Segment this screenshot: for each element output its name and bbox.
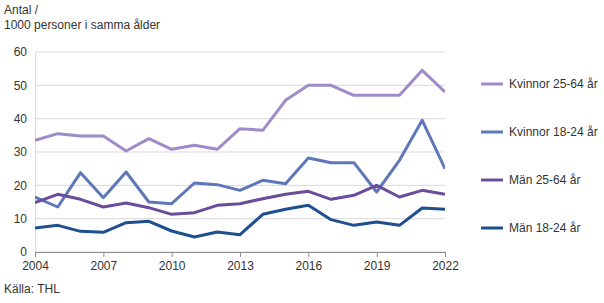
x-tick-label: 2010 <box>159 259 186 273</box>
x-tick: 2007 <box>90 252 117 273</box>
x-axis: 2004 2007 2010 2013 2016 2019 2022 <box>22 252 459 273</box>
y-tick: 40 <box>14 112 35 126</box>
lines <box>35 70 445 237</box>
legend-label: Män 25-64 år <box>509 173 580 187</box>
series-line <box>35 70 445 151</box>
x-tick-mark <box>308 252 309 257</box>
x-tick-label: 2022 <box>432 259 459 273</box>
y-tick-label: 40 <box>14 112 28 126</box>
legend-label: Män 18-24 år <box>509 221 580 235</box>
y-tick: 0 <box>20 245 35 259</box>
y-axis-title-line: Antal / <box>4 3 39 17</box>
x-axis-line <box>36 253 446 258</box>
y-tick-label: 60 <box>14 45 28 59</box>
legend-swatch <box>481 83 503 86</box>
chart: 0 10 20 30 40 50 60 2004 2007 2010 2013 2016 2019 202… <box>0 0 604 303</box>
x-tick-mark <box>103 252 104 257</box>
y-tick: 60 <box>14 45 35 59</box>
grid-line <box>35 118 445 119</box>
x-tick: 2013 <box>227 252 254 273</box>
y-tick-label: 50 <box>14 79 28 93</box>
grid-line <box>35 85 445 86</box>
x-tick: 2004 <box>22 252 49 273</box>
y-tick: 10 <box>14 212 35 226</box>
y-tick-label: 20 <box>14 179 28 193</box>
y-axis-title-line: 1000 personer i samma ålder <box>4 18 160 32</box>
x-tick-mark <box>240 252 241 257</box>
x-tick-label: 2019 <box>364 259 391 273</box>
x-tick-label: 2004 <box>22 259 49 273</box>
x-tick-label: 2013 <box>227 259 254 273</box>
grid-line <box>35 152 445 153</box>
grid-line <box>35 218 445 219</box>
x-tick-mark <box>445 252 446 257</box>
series-line <box>35 185 445 214</box>
series-line <box>35 120 445 207</box>
legend-swatch <box>481 179 503 182</box>
legend-item: Kvinnor 25-64 år <box>481 77 598 91</box>
y-tick: 50 <box>14 79 35 93</box>
x-tick-label: 2016 <box>295 259 322 273</box>
legend-item: Kvinnor 18-24 år <box>481 125 598 139</box>
x-tick: 2010 <box>159 252 186 273</box>
y-tick: 20 <box>14 179 35 193</box>
legend-label: Kvinnor 18-24 år <box>509 125 598 139</box>
legend-label: Kvinnor 25-64 år <box>509 77 598 91</box>
y-tick-label: 0 <box>20 245 27 259</box>
source: Källa: THL <box>4 282 60 296</box>
x-tick: 2016 <box>295 252 322 273</box>
legend-swatch <box>481 227 503 230</box>
series-line <box>35 205 445 237</box>
grid <box>35 52 445 252</box>
x-tick: 2019 <box>364 252 391 273</box>
legend-item: Män 18-24 år <box>481 221 580 235</box>
x-tick-label: 2007 <box>90 259 117 273</box>
x-tick-mark <box>172 252 173 257</box>
y-axis-line <box>35 53 36 253</box>
legend-item: Män 25-64 år <box>481 173 580 187</box>
y-tick-label: 30 <box>14 145 28 159</box>
legend-swatch <box>481 131 503 134</box>
y-axis-title: Antal /1000 personer i samma ålder <box>4 3 160 32</box>
grid-line <box>35 52 445 53</box>
x-tick-mark <box>377 252 378 257</box>
x-tick: 2022 <box>432 252 459 273</box>
x-tick-mark <box>35 252 36 257</box>
legend: Kvinnor 25-64 år Kvinnor 18-24 år Män 25-6… <box>481 77 598 235</box>
y-tick-label: 10 <box>14 212 28 226</box>
y-tick: 30 <box>14 145 35 159</box>
y-axis: 0 10 20 30 40 50 60 <box>14 45 36 259</box>
